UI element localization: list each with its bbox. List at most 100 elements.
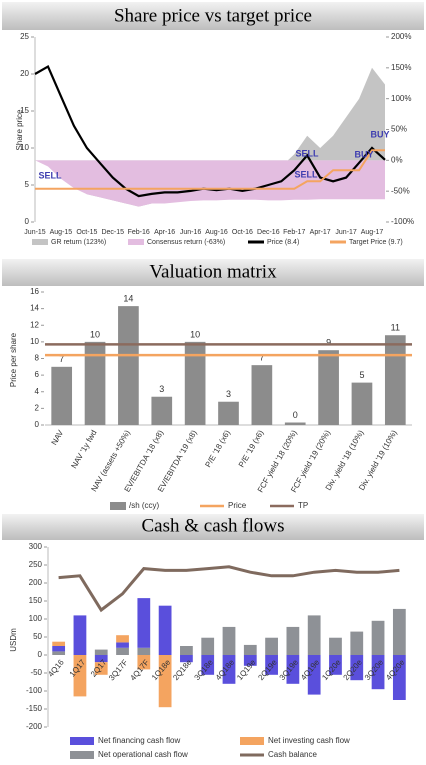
x-tick-label: NAV '1y fwd [69,429,98,471]
y-tick-label: 10 [20,143,29,152]
x-tick-label: Feb-16 [128,229,150,236]
y-tick-label: -150 [26,704,43,713]
bar-segment [180,646,193,655]
data-label: 3 [226,389,231,399]
annotation: BUY [354,149,373,159]
y-tick-label: 100% [391,94,411,103]
area [35,160,385,207]
bar [51,366,73,425]
bar-segment [137,598,151,648]
x-tick-label: Apr-17 [310,229,331,236]
bar-segment [137,655,151,670]
bar-segment [307,615,321,655]
x-tick-label: Aug-15 [50,229,73,236]
y-tick-label: 8 [35,354,40,363]
legend-swatch [128,239,144,245]
x-tick-label: Feb-17 [283,229,305,236]
bar [118,306,139,425]
x-tick-label: P/E '18 (x6) [203,428,232,469]
bar [284,422,306,425]
bar-segment [94,662,108,675]
bar-segment [329,655,342,675]
line [58,565,400,613]
y-tick-label: 16 [30,287,39,296]
bar-segment [180,655,193,663]
bar-segment [286,655,300,684]
y-tick-label: 300 [29,542,43,551]
bar-segment [286,626,300,655]
data-label: 0 [293,410,298,420]
y-tick-label: 0% [391,155,403,164]
bar-segment [307,655,321,695]
data-label: 11 [391,323,400,333]
y-tick-label: -100 [26,686,43,695]
y-tick-label: 6 [35,370,40,379]
legend-label: /sh (ccy) [129,501,160,510]
title-banner [2,514,424,540]
y-tick-label: 5 [25,180,30,189]
bar-segment [329,637,342,655]
data-label: 7 [59,354,64,364]
x-tick-label: Div. yield '19 (10%) [357,428,399,492]
y-tick-label: 200 [29,578,43,587]
data-label: 7 [259,353,264,363]
y-tick-label: 200% [391,32,411,41]
annotation: SELL [38,170,62,180]
y-axis-label: Share price [15,109,24,150]
legend-swatch [110,502,126,510]
bar-segment [137,647,151,655]
title-banner [2,2,424,30]
bar-segment [392,655,406,700]
x-tick-label: Jun-17 [335,229,357,236]
y-tick-label: 0 [25,217,30,226]
x-tick-label: Oct-15 [76,229,97,236]
y-tick-label: 12 [30,320,39,329]
legend-label: Cash balance [268,750,317,759]
bar-segment [116,647,129,655]
bar-segment [222,655,236,684]
bar [384,335,406,425]
legend-label: Net operational cash flow [98,750,188,759]
legend-swatch [70,737,94,745]
legend-label: TP [298,501,308,510]
y-tick-label: 25 [20,32,29,41]
bar-segment [52,646,66,652]
x-tick-label: Aug-17 [361,229,384,236]
bar-segment [350,655,364,681]
bar-segment [243,644,257,655]
bar [84,341,106,425]
y-tick-label: 4 [35,387,40,396]
bar-segment [116,642,129,648]
bar-segment [52,641,66,646]
line [35,149,385,190]
data-label: 9 [326,338,331,348]
bar [184,341,206,425]
bar-segment [371,620,385,655]
bar-segment [158,605,172,655]
y-axis-label: Price per share [9,332,18,387]
y-tick-label: 150% [391,63,411,72]
data-label: 3 [159,384,164,394]
bar [318,350,339,425]
legend-swatch [240,737,264,745]
legend-label: GR return (123%) [51,239,106,246]
data-label: 10 [190,329,200,339]
bar-segment [222,626,236,655]
y-tick-label: -200 [26,722,43,731]
data-label: 5 [359,370,364,380]
x-tick-label: 3Q17F [107,658,130,683]
y-tick-label: -100% [391,217,414,226]
y-tick-label: 0 [35,420,40,429]
y-tick-label: 10 [30,337,39,346]
x-tick-label: Jun-16 [180,229,202,236]
bar-segment [201,655,215,675]
annotation: BUY [370,129,389,139]
y-tick-label: -50% [391,186,410,195]
bar-segment [392,608,406,655]
bar-segment [265,655,278,675]
bar [218,401,239,425]
bar-segment [94,655,108,663]
data-label: 14 [123,294,133,304]
bar-segment [243,655,257,666]
